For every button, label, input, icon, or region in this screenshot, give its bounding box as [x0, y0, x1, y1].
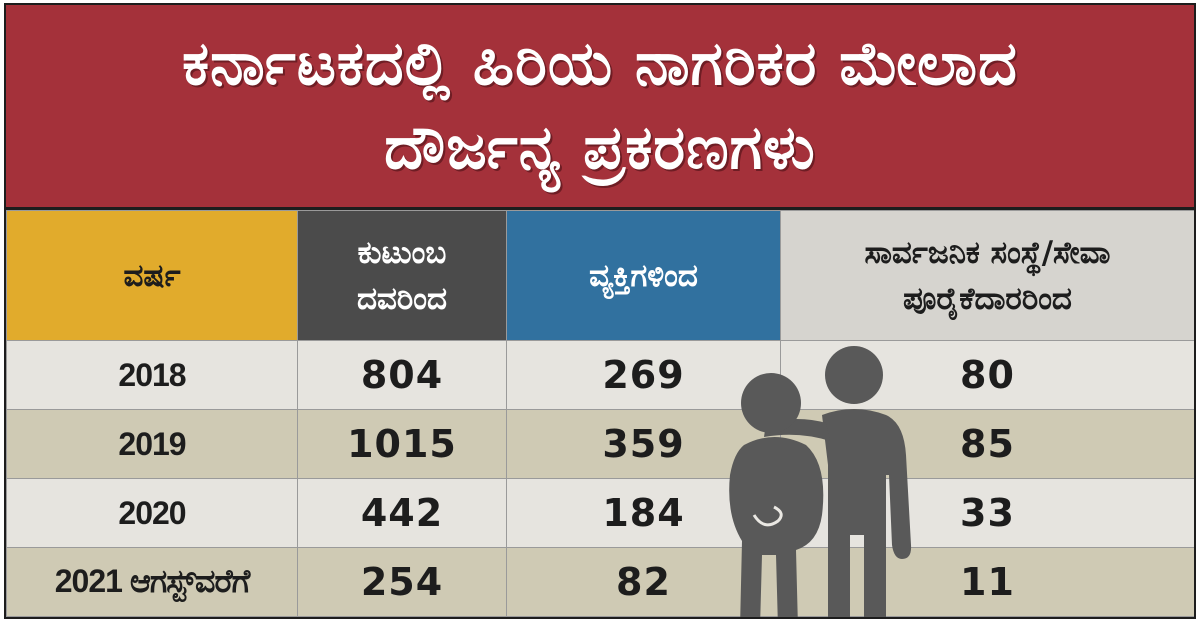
cell-year: 2019 — [6, 409, 298, 479]
table-row: 2020 442 184 33 — [6, 478, 1194, 548]
table-row: 2021 ಆಗಸ್ಟ್‌ವರೆಗೆ 254 82 11 — [6, 547, 1194, 617]
cases-table: ವರ್ಷ ಕುಟುಂಬ ದವರಿಂದ ವ್ಯಕ್ತಿಗಳಿಂದ ಸಾರ್ವಜನಿ… — [6, 210, 1194, 617]
table-row: 2018 804 269 80 — [6, 340, 1194, 410]
cell-family: 1015 — [297, 409, 507, 479]
header-family-line-2: ದವರಿಂದ — [356, 280, 448, 317]
cell-public: 80 — [780, 340, 1194, 410]
header-family: ಕುಟುಂಬ ದವರಿಂದ — [297, 210, 507, 341]
cell-public: 85 — [780, 409, 1194, 479]
header-row: ವರ್ಷ ಕುಟುಂಬ ದವರಿಂದ ವ್ಯಕ್ತಿಗಳಿಂದ ಸಾರ್ವಜನಿ… — [6, 210, 1194, 341]
cell-persons: 359 — [506, 409, 781, 479]
cell-persons: 269 — [506, 340, 781, 410]
cell-family: 254 — [297, 547, 507, 617]
title-banner: ಕರ್ನಾಟಕದಲ್ಲಿ ಹಿರಿಯ ನಾಗರಿಕರ ಮೇಲಾದ ದೌರ್ಜನ್… — [6, 5, 1194, 210]
cell-family: 804 — [297, 340, 507, 410]
cell-public: 33 — [780, 478, 1194, 548]
header-year-label: ವರ್ಷ — [123, 257, 181, 294]
cell-family: 442 — [297, 478, 507, 548]
cell-year: 2020 — [6, 478, 298, 548]
cell-public: 11 — [780, 547, 1194, 617]
infographic-frame: ಕರ್ನಾಟಕದಲ್ಲಿ ಹಿರಿಯ ನಾಗರಿಕರ ಮೇಲಾದ ದೌರ್ಜನ್… — [4, 3, 1196, 619]
cell-year: 2018 — [6, 340, 298, 410]
header-family-line-1: ಕುಟುಂಬ — [357, 234, 447, 271]
header-persons: ವ್ಯಕ್ತಿಗಳಿಂದ — [506, 210, 781, 341]
header-public-line-2: ಪೂರೈಕೆದಾರರಿಂದ — [903, 280, 1072, 317]
title-line-1: ಕರ್ನಾಟಕದಲ್ಲಿ ಹಿರಿಯ ನಾಗರಿಕರ ಮೇಲಾದ — [182, 29, 1018, 99]
header-persons-label: ವ್ಯಕ್ತಿಗಳಿಂದ — [589, 257, 698, 294]
header-public-line-1: ಸಾರ್ವಜನಿಕ ಸಂಸ್ಥೆ/ಸೇವಾ — [864, 234, 1111, 271]
cell-persons: 184 — [506, 478, 781, 548]
table-row: 2019 1015 359 85 — [6, 409, 1194, 479]
header-public: ಸಾರ್ವಜನಿಕ ಸಂಸ್ಥೆ/ಸೇವಾ ಪೂರೈಕೆದಾರರಿಂದ — [780, 210, 1194, 341]
cell-year: 2021 ಆಗಸ್ಟ್‌ವರೆಗೆ — [6, 547, 298, 617]
title-line-2: ದೌರ್ಜನ್ಯ ಪ್ರಕರಣಗಳು — [384, 113, 816, 183]
cell-persons: 82 — [506, 547, 781, 617]
header-year: ವರ್ಷ — [6, 210, 298, 341]
